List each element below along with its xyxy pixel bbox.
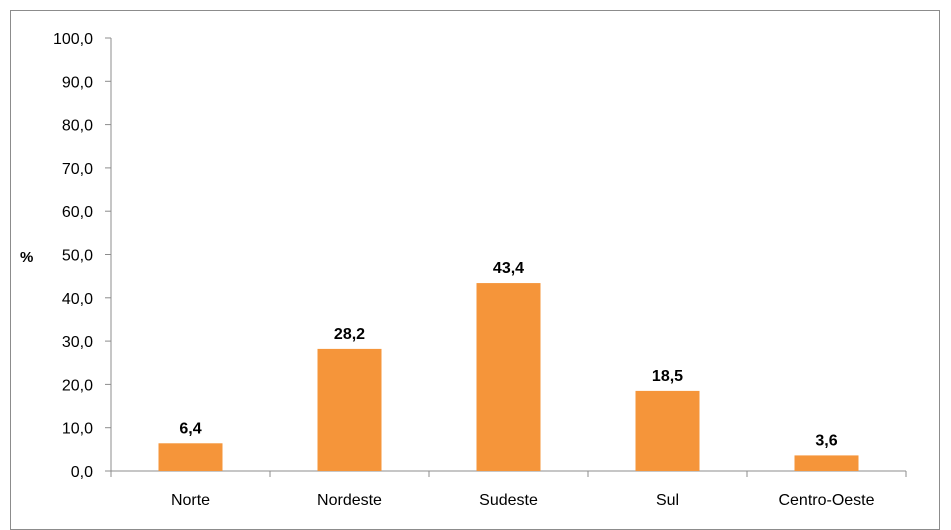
- y-tick-label: 60,0: [62, 204, 93, 221]
- y-tick-label: 40,0: [62, 291, 93, 308]
- data-labels: 6,4 28,2 43,4 18,5 3,6: [179, 260, 837, 449]
- data-label: 18,5: [652, 368, 683, 385]
- y-axis-label: %: [20, 249, 33, 266]
- y-tick-label: 80,0: [62, 118, 93, 135]
- y-tick-label: 20,0: [62, 377, 93, 394]
- bars: [158, 283, 859, 471]
- bar-centro-oeste: [794, 455, 859, 471]
- bar-sudeste: [476, 283, 541, 471]
- bar-nordeste: [317, 348, 382, 471]
- y-tick-label: 100,0: [53, 31, 93, 48]
- y-axis-ticks: 0,0 10,0 20,0 30,0 40,0 50,0 60,0 70,0 80,0 90,0 1…: [53, 31, 111, 481]
- bar-norte: [158, 443, 223, 471]
- category-label: Norte: [171, 492, 210, 509]
- data-label: 3,6: [815, 432, 837, 449]
- category-label: Sul: [656, 492, 679, 509]
- y-tick-label: 10,0: [62, 421, 93, 438]
- category-label: Nordeste: [317, 492, 382, 509]
- x-axis-labels: Norte Nordeste Sudeste Sul Centro-Oeste: [110, 471, 907, 509]
- y-tick-label: 30,0: [62, 334, 93, 351]
- y-tick-label: 70,0: [62, 161, 93, 178]
- bar-sul: [635, 390, 700, 471]
- data-label: 43,4: [493, 260, 524, 277]
- y-tick-label: 50,0: [62, 248, 93, 265]
- y-tick-label: 0,0: [71, 464, 93, 481]
- data-label: 6,4: [179, 420, 201, 437]
- data-label: 28,2: [334, 326, 365, 343]
- bar-chart: 0,0 10,0 20,0 30,0 40,0 50,0 60,0 70,0 80,0 90,0 1…: [20, 31, 907, 509]
- y-tick-label: 90,0: [62, 74, 93, 91]
- category-label: Sudeste: [479, 492, 538, 509]
- category-label: Centro-Oeste: [778, 492, 874, 509]
